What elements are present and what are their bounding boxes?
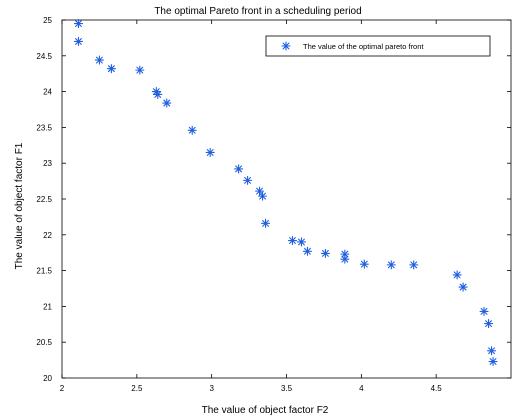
legend-entry-label: The value of the optimal pareto front [303, 42, 424, 51]
data-point [260, 218, 271, 228]
x-tick-label: 4.5 [431, 384, 443, 393]
data-point [243, 175, 253, 185]
data-point [73, 19, 84, 29]
data-point [258, 191, 268, 201]
y-axis-label: The value of object factor F1 [14, 142, 25, 269]
data-point [479, 306, 489, 316]
data-point [483, 319, 494, 329]
data-point [94, 55, 104, 65]
plot-area [61, 19, 512, 379]
data-point [458, 282, 468, 292]
x-tick-label: 2 [60, 384, 65, 393]
data-point [234, 164, 244, 174]
x-axis-ticks: 2 2.5 3 3.5 4 4.5 [60, 20, 443, 393]
legend: The value of the optimal pareto front [265, 35, 491, 57]
x-axis-label: The value of object factor F2 [202, 405, 329, 416]
data-point [135, 65, 145, 75]
y-tick-label: 21.5 [36, 267, 52, 276]
y-tick-label: 21 [43, 302, 52, 311]
y-tick-label: 20 [43, 374, 52, 383]
x-tick-label: 4 [359, 384, 364, 393]
data-point [255, 186, 265, 196]
data-point [359, 259, 369, 269]
data-point [153, 89, 163, 100]
data-point [340, 249, 350, 259]
y-tick-label: 22 [43, 231, 52, 240]
x-tick-label: 2.5 [131, 384, 143, 393]
data-point [205, 147, 215, 158]
data-point [452, 270, 462, 280]
data-point [340, 254, 350, 264]
data-point [73, 36, 84, 47]
x-tick-label: 3.5 [281, 384, 293, 393]
data-point [296, 237, 307, 247]
data-markers [73, 19, 498, 367]
legend-box [265, 35, 491, 57]
y-tick-label: 23 [43, 159, 52, 168]
y-tick-label: 24 [43, 88, 52, 97]
data-point [106, 64, 116, 74]
data-point [386, 260, 396, 270]
data-point [287, 235, 298, 246]
y-tick-label: 24.5 [36, 52, 52, 61]
legend-marker-asterisk [281, 41, 291, 51]
y-axis-ticks: 20 20.5 21 21.5 22 22.5 23 23.5 24 24.5 25 [36, 16, 511, 383]
y-tick-label: 22.5 [36, 195, 52, 204]
data-point [320, 248, 330, 258]
data-point [187, 125, 197, 135]
y-tick-label: 20.5 [36, 338, 52, 347]
chart-title: The optimal Pareto front in a scheduling… [154, 6, 361, 17]
y-tick-label: 25 [43, 16, 52, 25]
data-point [409, 260, 419, 270]
x-tick-label: 3 [209, 384, 214, 393]
data-point [302, 246, 313, 256]
data-point [488, 356, 498, 367]
data-point [486, 346, 497, 356]
legend-marker-icon [281, 41, 291, 51]
y-tick-label: 23.5 [36, 123, 52, 132]
data-point [162, 98, 172, 108]
